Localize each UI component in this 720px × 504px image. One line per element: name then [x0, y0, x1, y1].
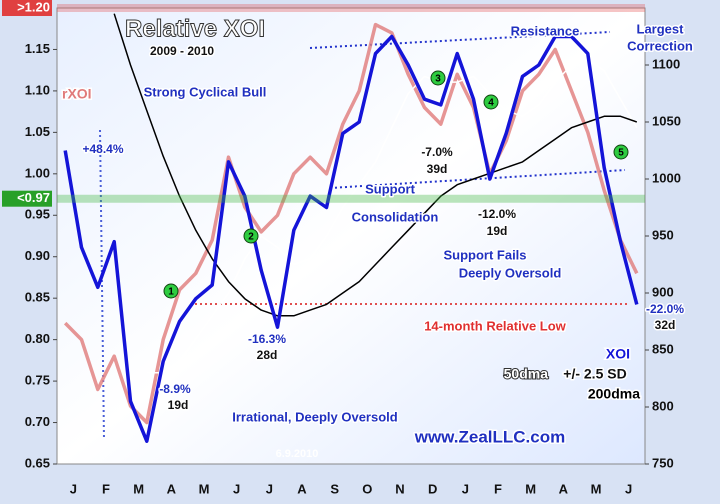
chart-subtitle: 2009 - 2010: [150, 44, 214, 58]
x-tick-label: J: [70, 481, 77, 496]
x-tick-label: J: [266, 481, 273, 496]
annotation: www.ZealLLC.com: [414, 427, 566, 446]
x-tick-label: F: [102, 481, 110, 496]
annotation: Largest: [637, 21, 685, 36]
annotation: Consolidation: [352, 209, 439, 224]
tick-highlight: [2, 190, 52, 207]
x-tick-label: S: [330, 481, 339, 496]
x-tick-label: J: [625, 481, 632, 496]
plot-area: [56, 7, 646, 465]
annotation: 19d: [487, 224, 508, 238]
y2-tick-label: 900: [652, 284, 674, 299]
chart-title: Relative XOI: [125, 15, 265, 42]
x-tick-label: A: [167, 481, 177, 496]
y2-tick-label: 1050: [652, 113, 681, 128]
y2-tick-label: 1000: [652, 170, 681, 185]
annotation: Strong Cyclical Bull: [144, 84, 267, 99]
tick-highlight: [2, 0, 52, 16]
series-line: [146, 58, 638, 374]
annotation: 32d: [655, 318, 676, 332]
y-tick-label: 0.85: [25, 290, 50, 305]
y-tick-label: 1.05: [25, 124, 50, 139]
annotation: -16.3%: [248, 332, 286, 346]
x-tick-label: A: [297, 481, 307, 496]
marker-badge: [430, 70, 446, 86]
annotation: -12.0%: [478, 207, 516, 221]
y-tick-label: 0.80: [25, 331, 50, 346]
y-tick-label: 0.70: [25, 414, 50, 429]
y2-tick-label: 800: [652, 398, 674, 413]
marker-badge: [243, 228, 259, 244]
y-tick-label: 1.10: [25, 82, 50, 97]
marker-number: 5: [618, 148, 624, 159]
legend-label: 200dma: [588, 386, 640, 402]
x-tick-label: N: [395, 481, 404, 496]
plot: [63, 13, 639, 443]
annotation: Correction: [627, 38, 693, 53]
y-tick-label: 1.15: [25, 41, 50, 56]
y2-tick-label: 1100: [652, 56, 680, 71]
y-tick-label: 1.00: [25, 165, 50, 180]
x-tick-label: J: [233, 481, 240, 496]
y-tick-label: 0.90: [25, 248, 50, 263]
x-tick-label: M: [199, 481, 210, 496]
y-tick-label: 0.75: [25, 373, 50, 388]
x-tick-label: M: [591, 481, 602, 496]
annotation: 28d: [257, 348, 278, 362]
dotted-arrow: [99, 129, 105, 441]
marker-badge: [613, 144, 629, 160]
annotation: -8.9%: [159, 382, 191, 396]
x-tick-label: M: [133, 481, 144, 496]
annotation: 39d: [427, 162, 448, 176]
annotation: +48.4%: [82, 142, 123, 156]
annotation: 19d: [168, 398, 189, 412]
x-tick-label: F: [494, 481, 502, 496]
y-tick-label: 0.95: [25, 207, 50, 222]
annotation: 14-month Relative Low: [424, 318, 566, 333]
annotation: Irrational, Deeply Oversold: [232, 409, 398, 424]
annotation: Resistance: [511, 23, 580, 38]
marker-number: 1: [168, 287, 174, 298]
annotation: -22.0%: [646, 302, 684, 316]
legend-label: XOI: [606, 346, 630, 362]
y-tick-label: 0.65: [25, 455, 50, 470]
y-tick-label: >1.20: [17, 0, 50, 14]
x-tick-label: A: [559, 481, 569, 496]
x-tick-label: D: [428, 481, 437, 496]
guides: [99, 31, 630, 441]
y2-tick-label: 850: [652, 341, 674, 356]
marker-number: 3: [435, 74, 441, 85]
legend-label: 50dma: [504, 366, 549, 382]
x-tick-label: M: [525, 481, 536, 496]
y-tick-label: <0.97: [17, 190, 50, 205]
legend-label: rXOI: [62, 86, 92, 102]
series-line: [63, 22, 639, 425]
series-line: [63, 34, 639, 443]
x-tick-label: O: [362, 481, 372, 496]
marker-number: 4: [488, 98, 494, 109]
series-line: [113, 13, 638, 317]
dotted-arrow: [329, 169, 626, 189]
y2-tick-label: 750: [652, 455, 674, 470]
annotation: Deeply Oversold: [459, 265, 562, 280]
annotation: Support Fails: [443, 247, 526, 262]
annotation: 6.9.2010: [276, 448, 319, 460]
annotation: +/- 2.5 SD: [563, 366, 626, 382]
marker-number: 2: [248, 232, 254, 243]
marker-badge: [163, 283, 179, 299]
annotation: Support: [365, 181, 415, 196]
y2-tick-label: 950: [652, 227, 674, 242]
x-tick-label: J: [462, 481, 469, 496]
marker-badge: [483, 94, 499, 110]
annotation: -7.0%: [421, 145, 453, 159]
dotted-arrow: [309, 31, 611, 49]
